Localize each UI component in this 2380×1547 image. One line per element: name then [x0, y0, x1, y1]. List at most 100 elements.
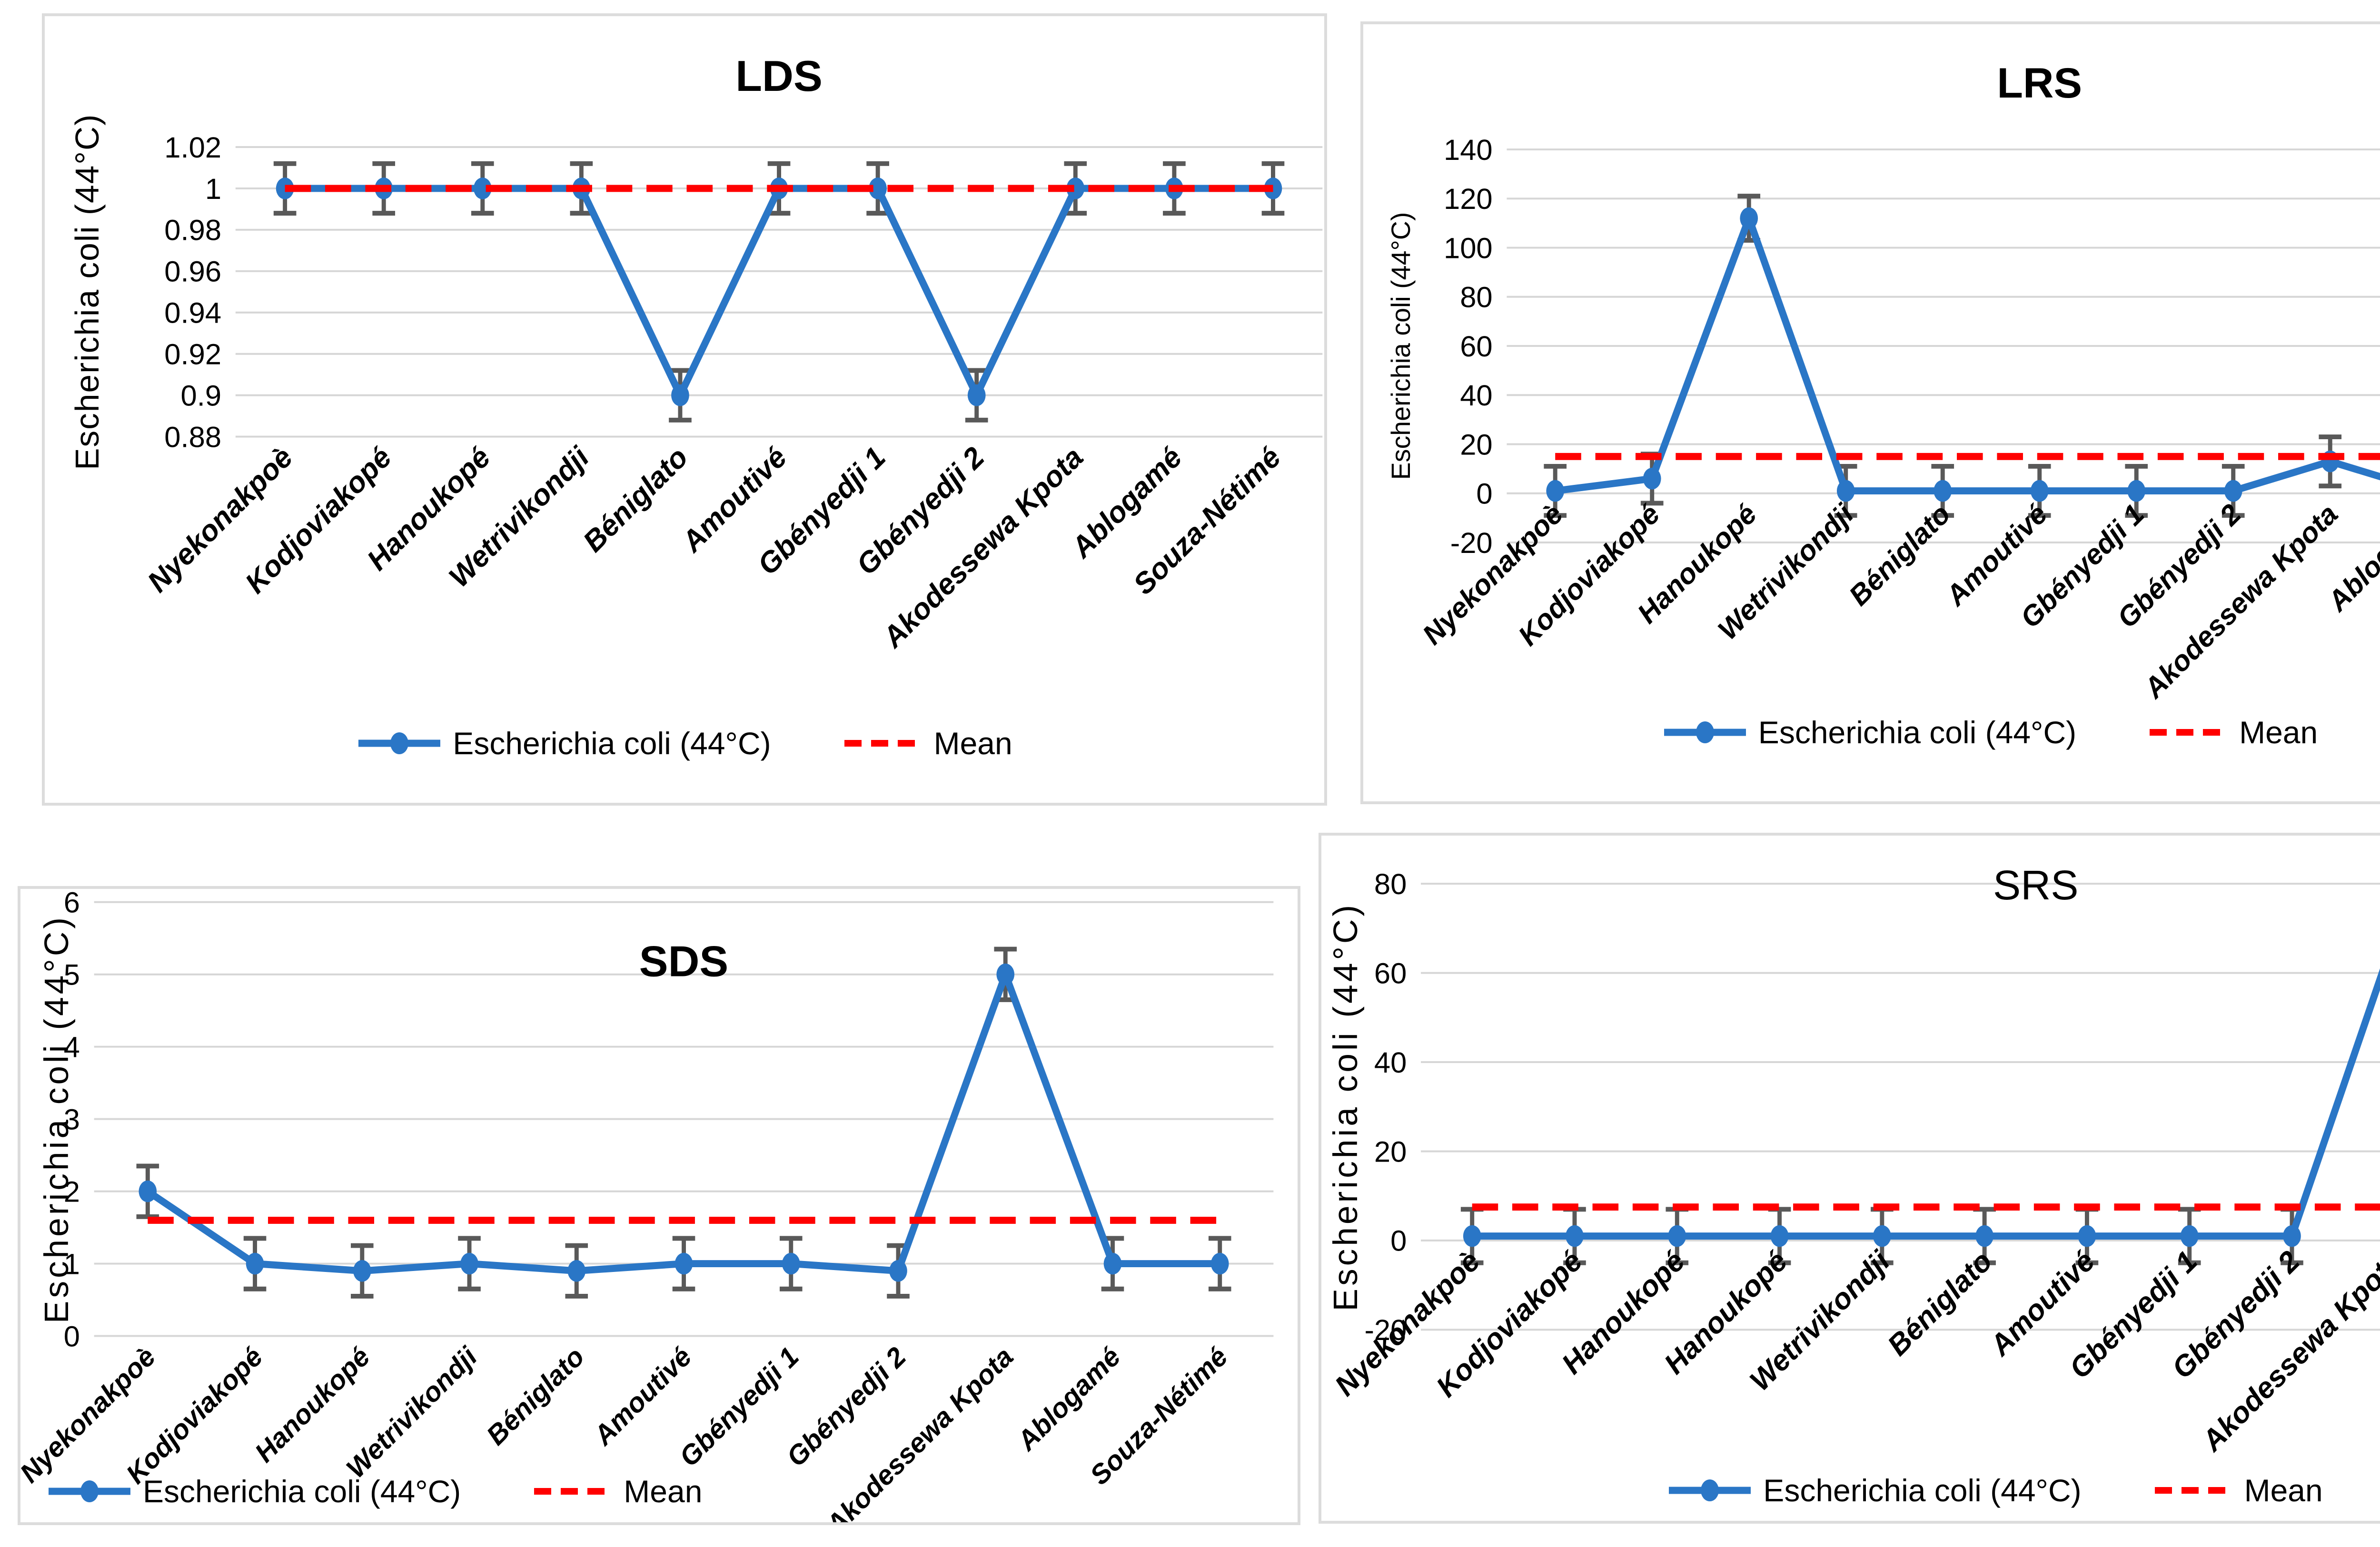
legend-mean-label: Mean — [933, 726, 1012, 761]
data-point-marker — [246, 1252, 264, 1275]
data-point-marker — [889, 1260, 907, 1282]
legend-item-mean: Mean — [532, 1473, 702, 1509]
data-point-marker — [1836, 480, 1855, 502]
data-point-marker — [473, 177, 492, 199]
chart-legend: Escherichia coli (44°C) Mean — [20, 1473, 1324, 1509]
x-category-label: Ablogamé — [1011, 1341, 1126, 1457]
data-point-marker — [567, 1260, 586, 1282]
legend-series-sample — [1664, 721, 1746, 743]
data-point-marker — [996, 963, 1015, 985]
data-point-marker — [1668, 1225, 1686, 1247]
chart-lrs: -20 0 20 40 60 80 100 120 140 LRS Escherichia coli… — [1360, 21, 2380, 804]
data-point-marker — [2180, 1225, 2199, 1247]
data-point-marker — [139, 1180, 157, 1202]
legend-mean-sample — [844, 740, 922, 747]
chart-title: SDS — [639, 937, 728, 985]
chart-legend: Escherichia coli (44°C) Mean — [1321, 1472, 2380, 1508]
y-tick-label: 140 — [1444, 134, 1493, 167]
data-point-marker — [1566, 1225, 1584, 1247]
data-point-marker — [1934, 480, 1952, 502]
y-tick-label: 1 — [64, 1248, 80, 1281]
x-category-label: Akodessewa Kpota — [2137, 498, 2344, 705]
y-axis-title: Escherichia coli (44°C) — [1327, 902, 1365, 1311]
data-point-marker — [1210, 1252, 1229, 1275]
y-tick-label: 0.94 — [164, 297, 221, 330]
legend-item-series: Escherichia coli (44°C) — [47, 1473, 461, 1509]
y-tick-label: 100 — [1444, 232, 1493, 265]
y-tick-label: 20 — [1460, 428, 1492, 461]
data-point-marker — [1643, 467, 1661, 490]
y-tick-label: 0.96 — [164, 256, 221, 288]
series-line — [146, 971, 1220, 1275]
data-point-marker — [869, 177, 887, 199]
data-point-marker — [1066, 177, 1085, 199]
legend-item-series: Escherichia coli (44°C) — [1667, 1472, 2082, 1508]
y-tick-label: 5 — [64, 959, 80, 992]
data-point-marker — [2224, 480, 2242, 502]
y-tick-label: 0.98 — [164, 214, 221, 247]
data-point-marker — [2283, 1225, 2301, 1247]
legend-item-mean: Mean — [2153, 1472, 2323, 1508]
data-point-marker — [353, 1260, 371, 1282]
data-point-marker — [460, 1252, 478, 1275]
data-point-marker — [674, 1252, 693, 1275]
data-point-marker — [967, 384, 986, 406]
y-tick-label: 40 — [1460, 379, 1492, 412]
chart-srs: -20 0 20 40 60 80 SRS Escherichia coli (44°C) Ny… — [1319, 833, 2380, 1524]
x-category-label: Béniglato — [577, 441, 694, 558]
data-point-marker — [1740, 207, 1758, 229]
data-point-marker — [1546, 480, 1565, 502]
legend-series-sample — [358, 732, 441, 754]
data-point-marker — [1463, 1225, 1481, 1247]
legend-mean-sample — [2154, 1487, 2232, 1494]
series-line — [1472, 968, 2380, 1240]
data-point-marker — [782, 1252, 800, 1275]
y-tick-label: 60 — [1374, 957, 1407, 990]
y-tick-label: 20 — [1374, 1135, 1407, 1168]
legend-series-label: Escherichia coli (44°C) — [1763, 1473, 2082, 1508]
legend-series-sample — [49, 1480, 130, 1502]
legend-item-mean: Mean — [843, 725, 1012, 761]
data-point-marker — [1873, 1225, 1891, 1247]
legend-series-label: Escherichia coli (44°C) — [143, 1474, 461, 1509]
x-category-label: Béniglato — [481, 1341, 590, 1451]
y-tick-label: 4 — [64, 1031, 80, 1064]
chart-title: LRS — [1997, 59, 2082, 107]
y-tick-label: 0 — [64, 1320, 80, 1353]
y-tick-label: 0.9 — [181, 379, 222, 412]
legend-item-mean: Mean — [2148, 714, 2318, 750]
data-point-marker — [2078, 1225, 2096, 1247]
lds-chart-canvas: 0.88 0.9 0.92 0.94 0.96 0.98 1 1.02 LDS Escherich… — [69, 52, 1323, 655]
y-tick-label: 2 — [64, 1175, 80, 1208]
x-category-label: Béniglato — [1843, 498, 1956, 611]
y-tick-label: 0 — [1390, 1225, 1407, 1258]
y-tick-label: 80 — [1460, 281, 1492, 314]
y-tick-label: -20 — [1450, 527, 1493, 560]
data-point-marker — [1975, 1225, 1993, 1247]
y-tick-label: 120 — [1444, 183, 1493, 216]
legend-mean-sample — [2150, 729, 2227, 736]
series-line — [1555, 215, 2380, 495]
lrs-chart-canvas: -20 0 20 40 60 80 100 120 140 LRS Escherichia coli… — [1386, 59, 2380, 705]
y-tick-label: -20 — [1364, 1314, 1407, 1347]
y-tick-label: 3 — [64, 1103, 80, 1136]
chart-legend: Escherichia coli (44°C) Mean — [1363, 714, 2380, 750]
data-point-marker — [2127, 480, 2146, 502]
data-point-marker — [671, 384, 689, 406]
y-tick-label: 6 — [64, 889, 80, 919]
chart-title: SRS — [1993, 862, 2078, 908]
x-category-label: Béniglato — [1881, 1245, 1999, 1362]
data-point-marker — [2030, 480, 2049, 502]
legend-series-label: Escherichia coli (44°C) — [1758, 715, 2077, 750]
y-tick-label: 0.88 — [164, 421, 221, 453]
data-point-marker — [1770, 1225, 1789, 1247]
chart-legend: Escherichia coli (44°C) Mean — [45, 725, 1324, 761]
legend-series-sample — [1669, 1479, 1751, 1501]
legend-mean-label: Mean — [2244, 1473, 2323, 1508]
chart-title: LDS — [735, 52, 823, 100]
legend-mean-label: Mean — [2239, 715, 2318, 750]
y-tick-label: 80 — [1374, 868, 1407, 901]
legend-item-series: Escherichia coli (44°C) — [357, 725, 771, 761]
